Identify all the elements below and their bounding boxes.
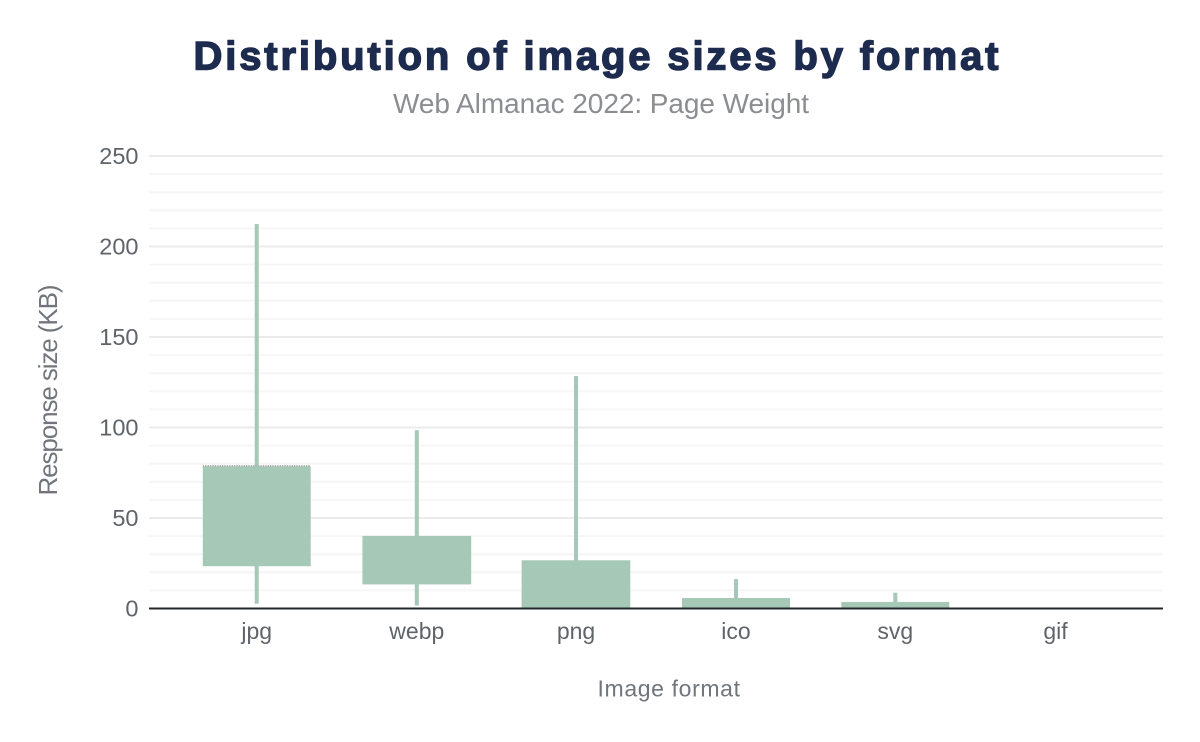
svg-text:Image format: Image format [598,675,741,701]
svg-text:100: 100 [99,415,138,441]
svg-text:Response size (KB): Response size (KB) [33,285,63,496]
svg-text:gif: gif [1043,618,1068,644]
svg-text:ico: ico [721,618,750,644]
svg-text:0: 0 [125,596,138,622]
svg-text:webp: webp [388,618,444,644]
svg-text:Distribution of image sizes by: Distribution of image sizes by format [194,34,999,78]
svg-text:200: 200 [99,234,138,260]
svg-text:Web Almanac 2022: Page Weight: Web Almanac 2022: Page Weight [393,88,809,119]
svg-text:50: 50 [112,505,138,531]
svg-text:150: 150 [99,324,138,350]
svg-text:250: 250 [99,143,138,169]
svg-text:svg: svg [877,618,913,644]
svg-text:jpg: jpg [240,618,272,644]
svg-text:png: png [557,618,595,644]
